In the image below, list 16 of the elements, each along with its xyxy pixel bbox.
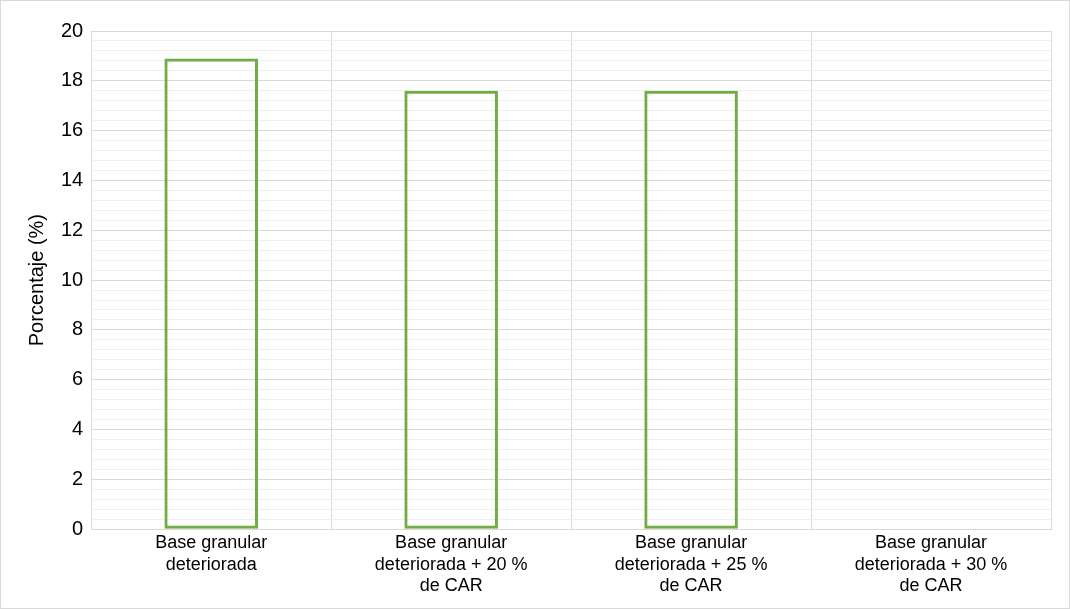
- y-tick-label: 2: [72, 466, 84, 489]
- x-tick-label: Base granular deteriorada + 25 % de CAR: [614, 531, 768, 596]
- y-axis-title: Porcentaje (%): [24, 213, 47, 347]
- y-tick-label: 14: [61, 167, 84, 190]
- x-tick-label: Base granular deteriorada + 30 % de CAR: [854, 531, 1008, 596]
- y-tick-label: 20: [61, 18, 84, 41]
- y-tick-label: 10: [61, 267, 84, 290]
- y-tick-label: 8: [72, 317, 84, 340]
- y-tick-label: 0: [72, 516, 84, 539]
- y-tick-label: 18: [61, 68, 84, 91]
- x-tick-label: Base granular deteriorada + 20 % de CAR: [374, 531, 528, 596]
- y-tick-label: 6: [72, 367, 84, 390]
- x-tick-label: Base granular deteriorada: [155, 531, 268, 574]
- y-tick-label: 12: [61, 217, 84, 240]
- y-tick-label: 16: [61, 118, 84, 141]
- y-tick-label: 4: [72, 417, 84, 440]
